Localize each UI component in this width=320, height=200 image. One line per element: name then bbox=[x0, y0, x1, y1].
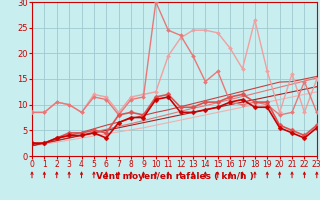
X-axis label: Vent moyen/en rafales ( km/h ): Vent moyen/en rafales ( km/h ) bbox=[96, 172, 253, 181]
